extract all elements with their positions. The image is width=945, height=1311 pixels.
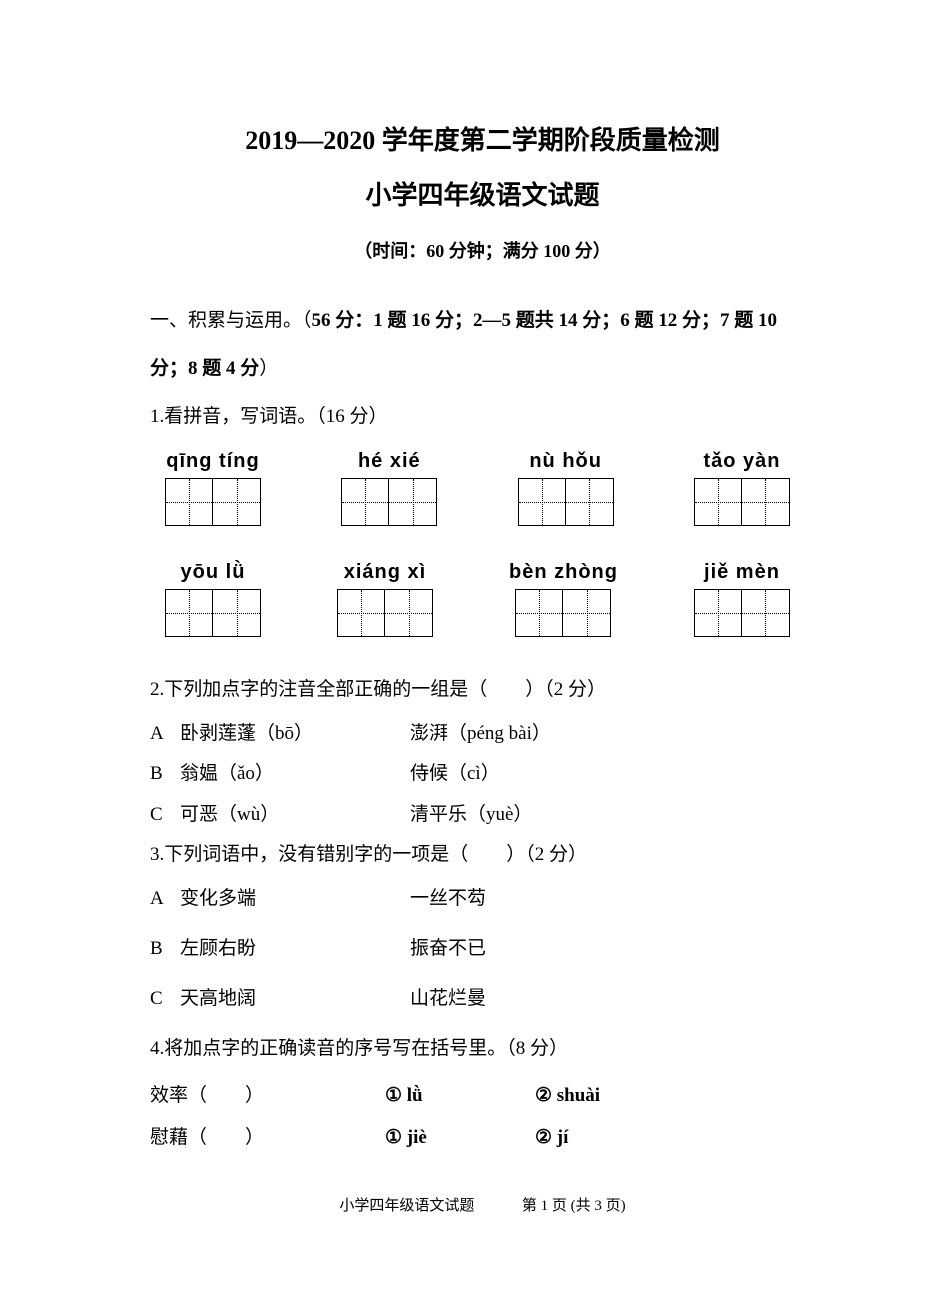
char-box-pair bbox=[165, 589, 261, 637]
option-col1: 变化多端 bbox=[180, 881, 410, 917]
q4-term: 慰藉（ ） bbox=[150, 1117, 385, 1159]
option-label: B bbox=[150, 931, 180, 967]
pinyin-item: hé xié bbox=[341, 450, 437, 526]
q1-prompt: 1.看拼音，写词语。（16 分） bbox=[150, 399, 815, 435]
option-label: C bbox=[150, 797, 180, 833]
char-box[interactable] bbox=[213, 478, 261, 526]
option-col1: 卧剥莲蓬（bō） bbox=[180, 716, 410, 752]
char-box-pair bbox=[337, 589, 433, 637]
option-col2: 一丝不芶 bbox=[410, 881, 815, 917]
exam-info: （时间：60 分钟；满分 100 分） bbox=[150, 237, 815, 263]
char-box-pair bbox=[165, 478, 261, 526]
q2-option-b: B 翁媪（ǎo） 侍候（cì） bbox=[150, 756, 815, 792]
pinyin-text: jiě mèn bbox=[704, 561, 780, 584]
char-box[interactable] bbox=[566, 478, 614, 526]
char-box[interactable] bbox=[165, 589, 213, 637]
pinyin-text: qīng tíng bbox=[166, 450, 259, 473]
pinyin-row-2: yōu lǜ xiáng xì bèn zhòng jiě mèn bbox=[150, 561, 815, 637]
pinyin-text: bèn zhòng bbox=[509, 561, 618, 584]
pinyin-item: bèn zhòng bbox=[509, 561, 618, 637]
q4-term: 效率（ ） bbox=[150, 1075, 385, 1117]
q2-prompt: 2.下列加点字的注音全部正确的一组是（ ）（2 分） bbox=[150, 672, 815, 708]
section1-line2-end: ） bbox=[259, 358, 278, 379]
option-label: A bbox=[150, 716, 180, 752]
q4-prompt: 4.将加点字的正确读音的序号写在括号里。（8 分） bbox=[150, 1031, 815, 1067]
section1-header-line2: 分；8 题 4 分） bbox=[150, 351, 815, 387]
char-box[interactable] bbox=[694, 589, 742, 637]
pinyin-item: jiě mèn bbox=[694, 561, 790, 637]
char-box-pair bbox=[341, 478, 437, 526]
pinyin-item: yōu lǜ bbox=[165, 561, 261, 637]
q4-opt1: ① lǜ bbox=[385, 1075, 535, 1117]
q2-option-c: C 可恶（wù） 清平乐（yuè） bbox=[150, 797, 815, 833]
pinyin-text: xiáng xì bbox=[344, 561, 426, 584]
q2-option-a: A 卧剥莲蓬（bō） 澎湃（péng bài） bbox=[150, 716, 815, 752]
q4-item-1: 效率（ ） ① lǜ ② shuài bbox=[150, 1075, 815, 1117]
char-box-pair bbox=[515, 589, 611, 637]
option-col2: 澎湃（péng bài） bbox=[410, 716, 815, 752]
q3-option-c: C 天高地阔 山花烂曼 bbox=[150, 981, 815, 1017]
pinyin-text: hé xié bbox=[358, 450, 421, 473]
option-col2: 侍候（cì） bbox=[410, 756, 815, 792]
pinyin-item: xiáng xì bbox=[337, 561, 433, 637]
option-label: A bbox=[150, 881, 180, 917]
q4-opt1: ① jiè bbox=[385, 1117, 535, 1159]
pinyin-text: yōu lǜ bbox=[181, 561, 246, 584]
char-box[interactable] bbox=[694, 478, 742, 526]
q3-option-a: A 变化多端 一丝不芶 bbox=[150, 881, 815, 917]
char-box[interactable] bbox=[518, 478, 566, 526]
pinyin-text: tǎo yàn bbox=[703, 450, 780, 473]
footer-subject: 小学四年级语文试题 bbox=[339, 1198, 474, 1214]
char-box[interactable] bbox=[563, 589, 611, 637]
char-box[interactable] bbox=[742, 589, 790, 637]
q4-item-2: 慰藉（ ） ① jiè ② jí bbox=[150, 1117, 815, 1159]
pinyin-row-1: qīng tíng hé xié nù hǒu tǎo yàn bbox=[150, 450, 815, 526]
char-box[interactable] bbox=[337, 589, 385, 637]
option-col1: 左顾右盼 bbox=[180, 931, 410, 967]
char-box[interactable] bbox=[213, 589, 261, 637]
option-col1: 翁媪（ǎo） bbox=[180, 756, 410, 792]
char-box[interactable] bbox=[165, 478, 213, 526]
footer-page: 第 1 页 (共 3 页) bbox=[522, 1198, 626, 1214]
char-box-pair bbox=[694, 478, 790, 526]
char-box[interactable] bbox=[389, 478, 437, 526]
option-col2: 振奋不已 bbox=[410, 931, 815, 967]
section1-bold: 56 分：1 题 16 分；2—5 题共 14 分；6 题 12 分；7 题 1… bbox=[312, 310, 778, 331]
section1-line2-bold: 分；8 题 4 分 bbox=[150, 358, 259, 379]
char-box[interactable] bbox=[742, 478, 790, 526]
char-box[interactable] bbox=[515, 589, 563, 637]
option-col2: 山花烂曼 bbox=[410, 981, 815, 1017]
pinyin-item: qīng tíng bbox=[165, 450, 261, 526]
option-col2: 清平乐（yuè） bbox=[410, 797, 815, 833]
option-col1: 可恶（wù） bbox=[180, 797, 410, 833]
q4-opt2: ② shuài bbox=[535, 1075, 815, 1117]
option-label: B bbox=[150, 756, 180, 792]
char-box[interactable] bbox=[341, 478, 389, 526]
pinyin-item: nù hǒu bbox=[518, 450, 614, 526]
char-box[interactable] bbox=[385, 589, 433, 637]
q3-prompt: 3.下列词语中，没有错别字的一项是（ ）（2 分） bbox=[150, 837, 815, 873]
section1-header: 一、积累与运用。（56 分：1 题 16 分；2—5 题共 14 分；6 题 1… bbox=[150, 303, 815, 339]
pinyin-text: nù hǒu bbox=[529, 450, 602, 473]
char-box-pair bbox=[694, 589, 790, 637]
option-label: C bbox=[150, 981, 180, 1017]
option-col1: 天高地阔 bbox=[180, 981, 410, 1017]
exam-title-line2: 小学四年级语文试题 bbox=[150, 175, 815, 212]
char-box-pair bbox=[518, 478, 614, 526]
section1-text: 一、积累与运用。（ bbox=[150, 310, 312, 331]
page-footer: 小学四年级语文试题 第 1 页 (共 3 页) bbox=[150, 1194, 815, 1215]
q3-option-b: B 左顾右盼 振奋不已 bbox=[150, 931, 815, 967]
exam-title-line1: 2019—2020 学年度第二学期阶段质量检测 bbox=[150, 120, 815, 157]
q4-opt2: ② jí bbox=[535, 1117, 815, 1159]
pinyin-item: tǎo yàn bbox=[694, 450, 790, 526]
